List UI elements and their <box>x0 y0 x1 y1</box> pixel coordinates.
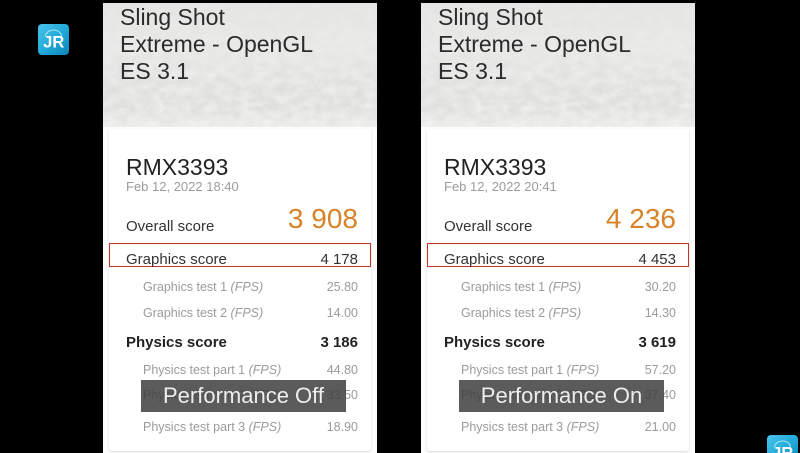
svg-text:JR: JR <box>772 445 793 453</box>
svg-text:JR: JR <box>43 34 64 52</box>
